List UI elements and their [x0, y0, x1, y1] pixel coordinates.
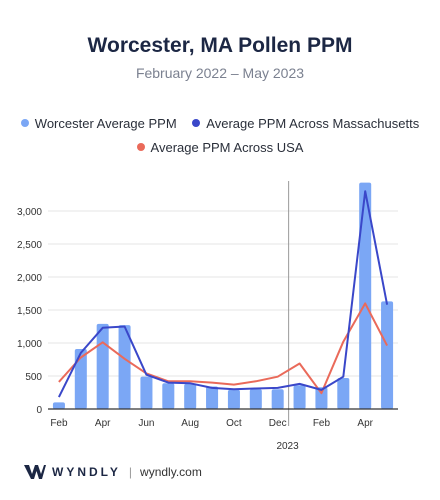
legend-label-massachusetts: Average PPM Across Massachusetts: [206, 116, 420, 131]
x-tick-label: Apr: [357, 418, 373, 429]
bar: [140, 376, 153, 409]
legend-item-worcester: Worcester Average PPM: [20, 116, 177, 131]
y-tick-label: 2,000: [17, 273, 42, 284]
bar: [118, 325, 131, 409]
legend-item-massachusetts: Average PPM Across Massachusetts: [192, 116, 419, 131]
footer-url: wyndly.com: [140, 465, 202, 479]
y-tick-label: 1,000: [17, 339, 42, 350]
series-line: [58, 302, 388, 395]
x-tick-label: Apr: [95, 418, 111, 429]
bar: [271, 389, 284, 409]
x-tick-label: Jun: [138, 418, 154, 429]
bar: [227, 389, 240, 409]
bar: [359, 182, 372, 409]
x-tick-label: Oct: [226, 418, 242, 429]
y-tick-label: 0: [36, 405, 42, 416]
year-label: 2023: [276, 441, 299, 452]
footer-separator: |: [128, 465, 133, 479]
y-tick-label: 2,500: [17, 240, 42, 251]
bar: [184, 383, 197, 409]
legend-marker-massachusetts: [192, 119, 201, 127]
bar: [162, 383, 175, 409]
x-tick-label: Aug: [181, 418, 199, 429]
bar: [315, 387, 328, 409]
y-tick-label: 500: [25, 372, 42, 383]
chart-subtitle: February 2022 – May 2023: [135, 65, 305, 81]
x-tick-label: Feb: [313, 418, 331, 429]
legend-marker-usa: [136, 143, 145, 151]
bar: [381, 301, 394, 409]
x-tick-label: Feb: [50, 418, 68, 429]
bar: [74, 348, 87, 409]
wyndly-logo-icon: [24, 465, 46, 479]
bar: [337, 377, 350, 409]
y-tick-label: 3,000: [17, 207, 42, 218]
bar: [293, 385, 306, 409]
legend-row-2: Average PPM Across USA: [0, 140, 440, 155]
legend-marker-worcester: [20, 119, 29, 127]
legend-item-usa: Average PPM Across USA: [136, 140, 304, 155]
pollen-chart: 0 500 1,000 1,500 2,000 2,500 3,000 Feb Apr Jun Au…: [17, 181, 398, 452]
legend-label-worcester: Worcester Average PPM: [34, 116, 177, 131]
x-tick-label: Dec: [269, 418, 287, 429]
footer-brand: WYNDLY: [52, 465, 121, 479]
bar: [206, 386, 219, 409]
y-tick-label: 1,500: [17, 306, 42, 317]
bar: [249, 389, 262, 409]
series-line: [58, 190, 389, 398]
chart-title: Worcester, MA Pollen PPM: [87, 34, 353, 57]
legend-label-usa: Average PPM Across USA: [150, 140, 304, 155]
bar: [96, 323, 109, 409]
footer: WYNDLY | wyndly.com: [24, 462, 202, 482]
bar: [52, 402, 65, 409]
legend-row-1: Worcester Average PPM Average PPM Across…: [0, 116, 440, 131]
